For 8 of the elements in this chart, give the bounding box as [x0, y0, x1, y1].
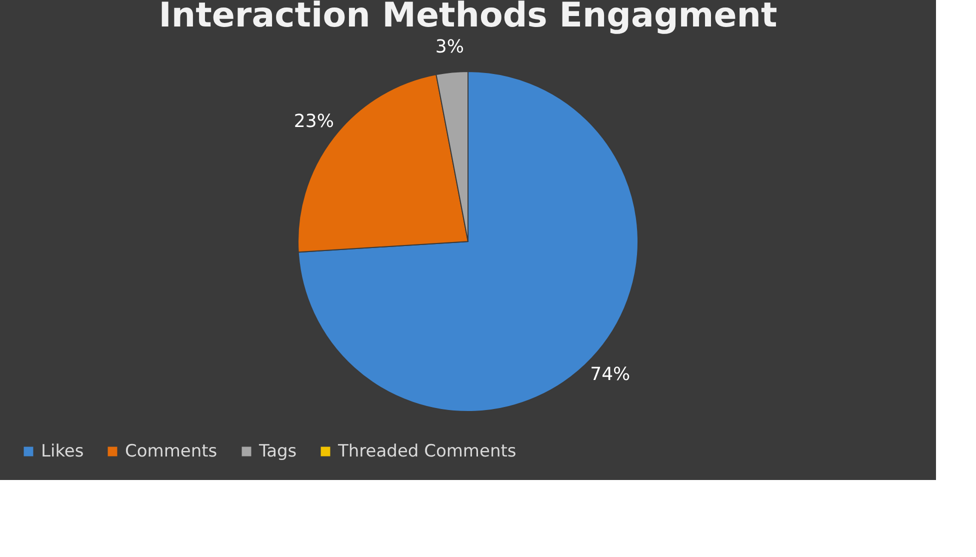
data-label: 3%: [435, 36, 464, 58]
chart-title: Interaction Methods Engagment: [158, 0, 778, 36]
legend-label: Comments: [125, 442, 218, 462]
data-label: 23%: [294, 110, 334, 132]
legend-label: Threaded Comments: [337, 442, 516, 462]
legend-label: Likes: [41, 442, 84, 462]
data-label: 74%: [590, 364, 630, 385]
legend-label: Tags: [258, 442, 297, 462]
